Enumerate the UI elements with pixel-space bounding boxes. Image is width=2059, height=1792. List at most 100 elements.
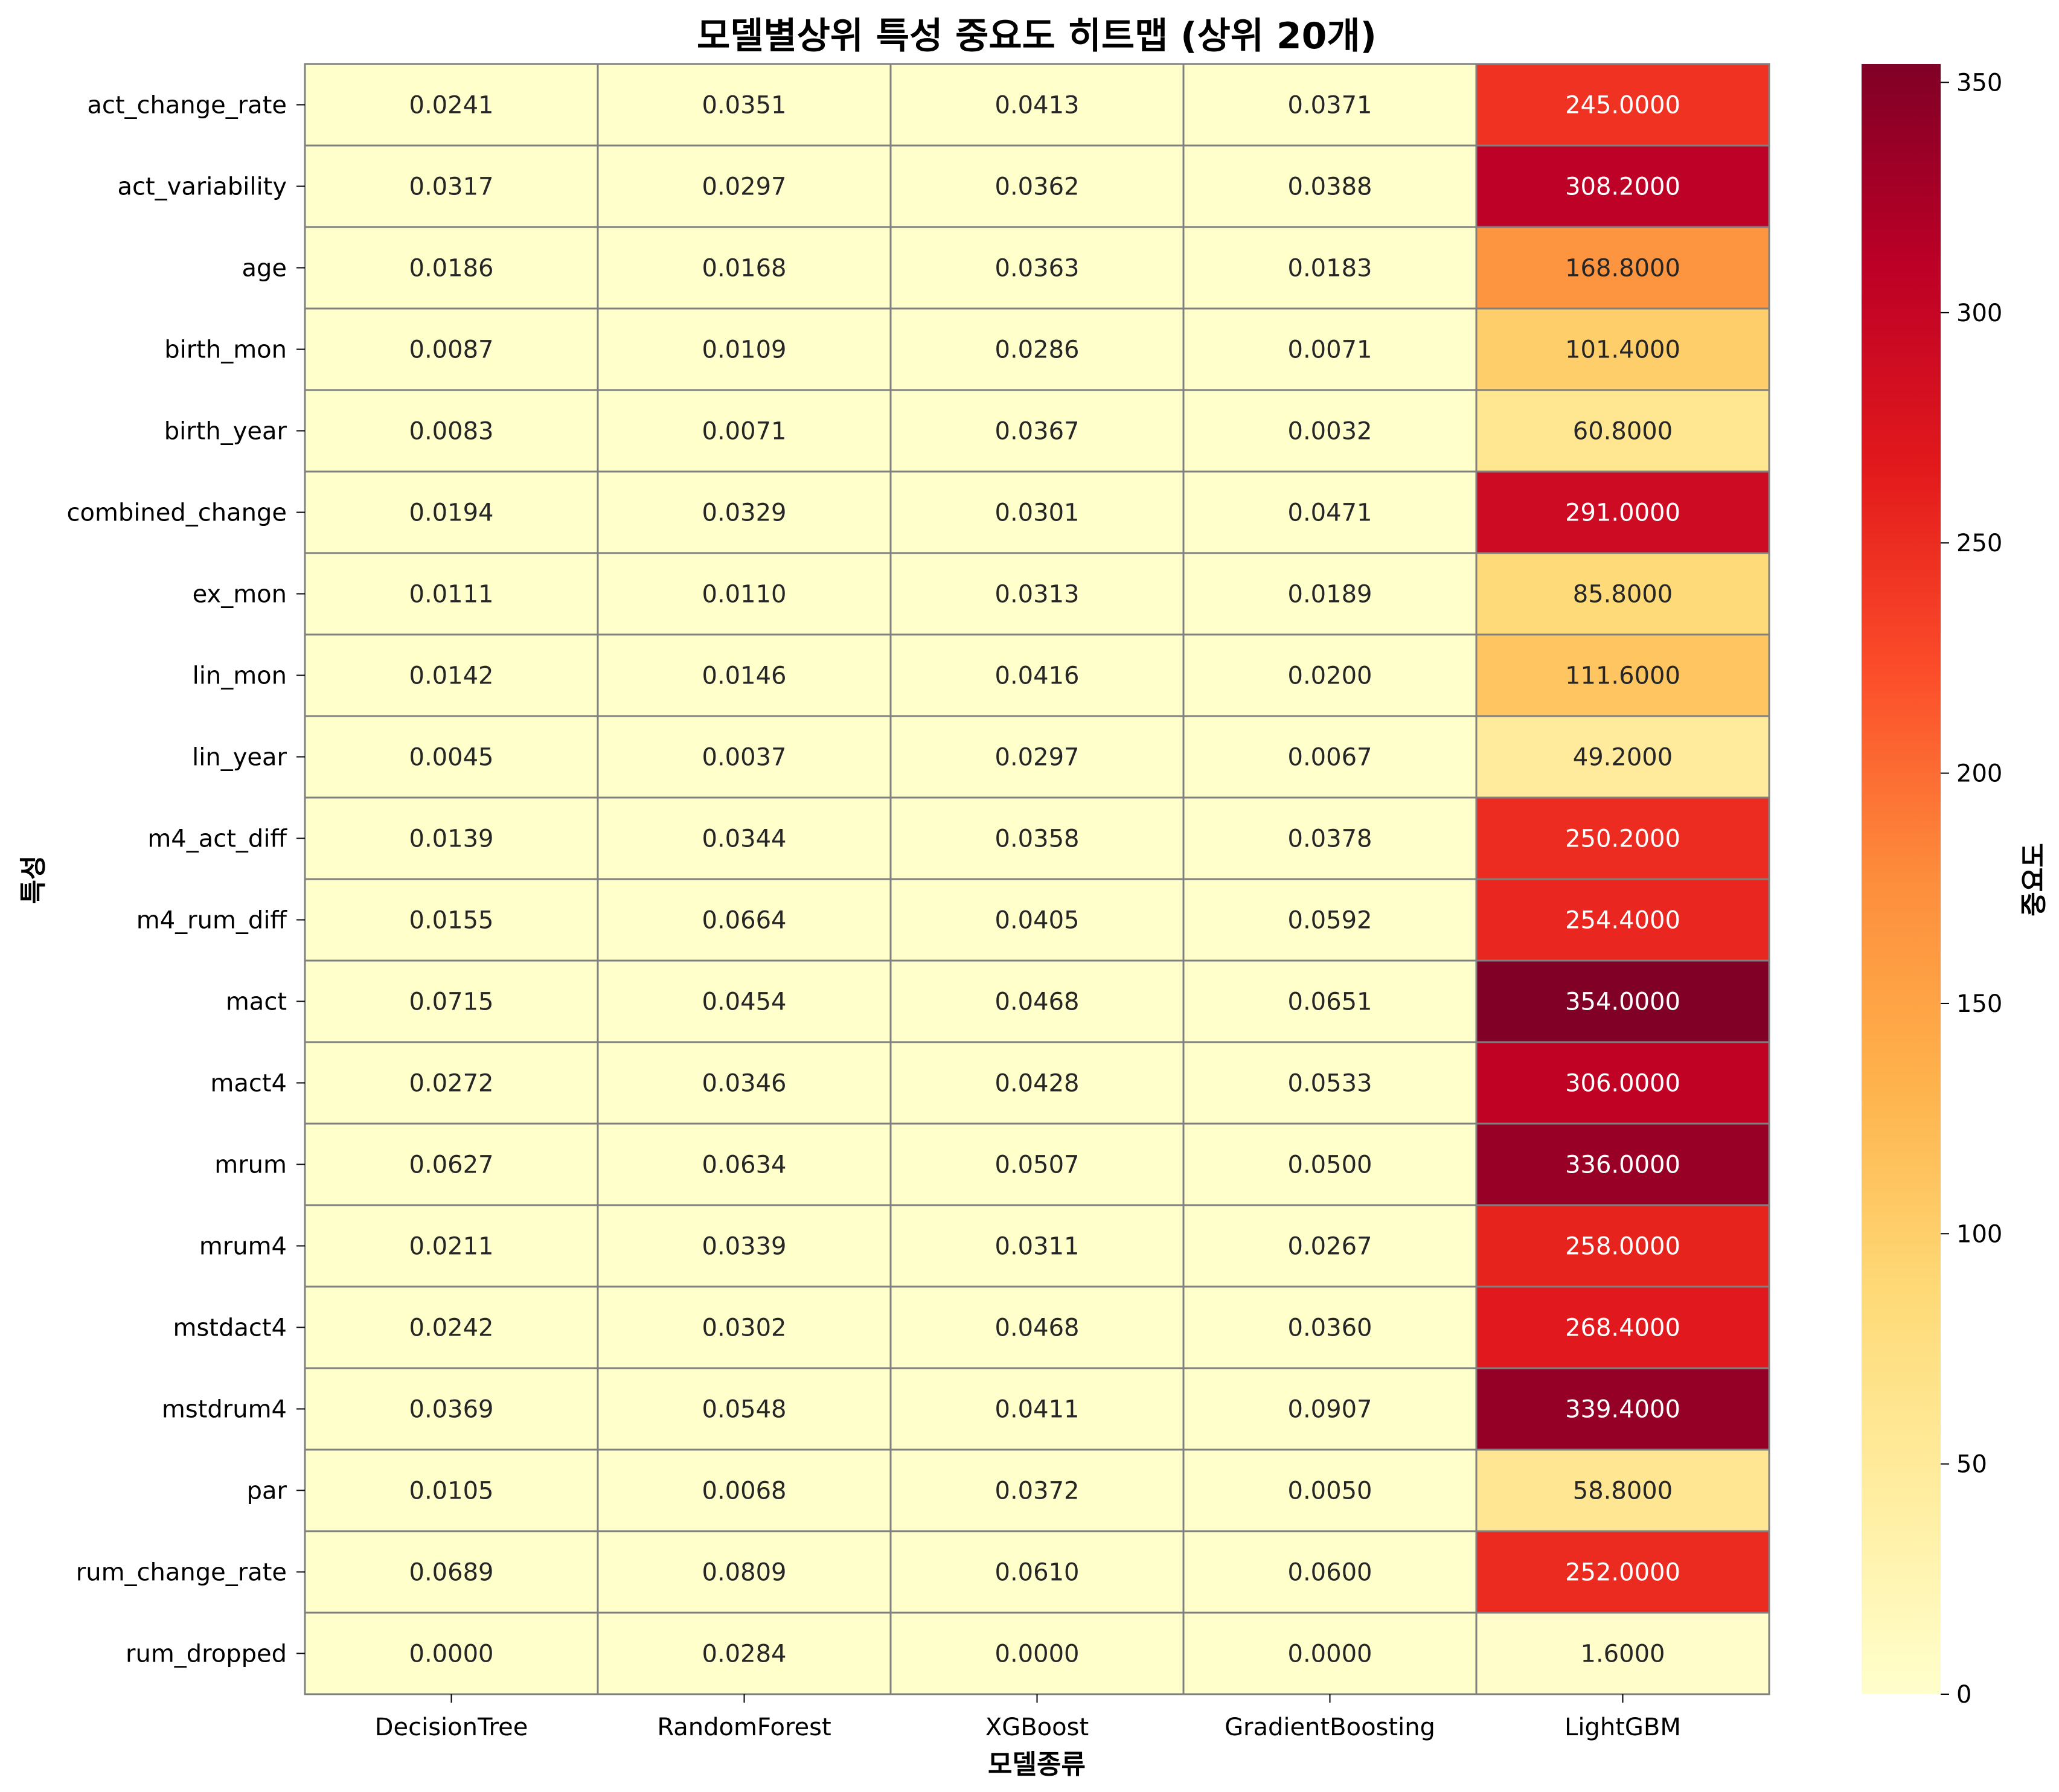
cell-value-label: 0.0045 (409, 744, 494, 772)
y-tick-label: mrum (214, 1151, 287, 1179)
cell-value-label: 0.0037 (702, 744, 787, 772)
heatmap-cell (597, 470, 892, 554)
colorbar-tick-label: 250 (1956, 530, 2002, 557)
y-tick-label: mact4 (210, 1070, 287, 1098)
heatmap-cell (304, 633, 599, 717)
cell-value-label: 58.8000 (1573, 1477, 1673, 1505)
heatmap-cell (304, 144, 599, 228)
heatmap-cell (1475, 1122, 1770, 1206)
cell-value-label: 0.0242 (409, 1314, 494, 1342)
heatmap-cell (304, 796, 599, 880)
cell-value-label: 0.0405 (995, 907, 1080, 935)
cell-value-label: 306.0000 (1565, 1070, 1680, 1098)
heatmap-cell (1182, 1448, 1478, 1532)
cell-value-label: 0.0183 (1288, 255, 1372, 283)
cell-value-label: 0.0500 (1288, 1151, 1372, 1179)
cell-value-label: 0.0142 (409, 662, 494, 690)
heatmap-cell (1475, 1041, 1770, 1125)
heatmap-cell (304, 1122, 599, 1206)
cell-value-label: 1.6000 (1581, 1640, 1665, 1668)
heatmap-cell (889, 1367, 1185, 1451)
cell-value-label: 0.0200 (1288, 662, 1372, 690)
heatmap-cell (597, 715, 892, 799)
colorbar-tick-label: 300 (1956, 299, 2002, 327)
cell-value-label: 0.0186 (409, 255, 494, 283)
x-tick-labels: DecisionTree RandomForest XGBoost GradientB… (375, 1694, 1681, 1741)
cell-value-label: 0.0241 (409, 92, 494, 120)
cell-value-label: 0.0189 (1288, 581, 1372, 609)
heatmap-cell (597, 1122, 892, 1206)
cell-value-label: 0.0339 (702, 1233, 787, 1261)
cell-value-label: 0.0358 (995, 825, 1080, 853)
cell-value-label: 0.0194 (409, 499, 494, 527)
cell-value-label: 0.0468 (995, 1314, 1080, 1342)
heatmap-cell (1475, 389, 1770, 473)
cell-value-label: 0.0651 (1288, 988, 1372, 1016)
cell-value-label: 0.0071 (702, 418, 787, 446)
cell-value-label: 0.0362 (995, 173, 1080, 201)
cell-value-label: 0.0071 (1288, 336, 1372, 364)
cell-value-label: 0.0083 (409, 418, 494, 446)
cell-value-label: 0.0286 (995, 336, 1080, 364)
cell-value-label: 0.0329 (702, 499, 787, 527)
cell-value-label: 0.0600 (1288, 1559, 1372, 1587)
cell-value-label: 0.0311 (995, 1233, 1080, 1261)
y-tick-label: lin_mon (193, 662, 287, 690)
cell-value-label: 0.0168 (702, 255, 787, 283)
cell-value-label: 0.0627 (409, 1151, 494, 1179)
cell-value-label: 0.0313 (995, 581, 1080, 609)
heatmap-cell (1475, 144, 1770, 228)
cell-value-label: 0.0111 (409, 581, 494, 609)
cell-value-label: 250.2000 (1565, 825, 1680, 853)
colorbar-tick-label: 350 (1956, 69, 2002, 97)
y-tick-label: m4_rum_diff (136, 907, 288, 935)
heatmap-cell (889, 878, 1185, 962)
cell-value-label: 85.8000 (1573, 581, 1673, 609)
heatmap-cell (889, 389, 1185, 473)
cell-value-label: 0.0109 (702, 336, 787, 364)
cell-value-label: 0.0715 (409, 988, 494, 1016)
heatmap-cell (1182, 796, 1478, 880)
colorbar-tick-label: 200 (1956, 760, 2002, 788)
y-axis-label: 특성 (18, 856, 49, 904)
cell-value-label: 0.0000 (995, 1640, 1080, 1668)
cell-value-label: 0.0272 (409, 1070, 494, 1098)
heatmap-cell (1475, 796, 1770, 880)
y-tick-label: mrum4 (199, 1233, 287, 1261)
cell-value-label: 168.8000 (1565, 255, 1680, 283)
heatmap-cell (1182, 307, 1478, 391)
cell-value-label: 0.0388 (1288, 173, 1372, 201)
heatmap-cell (889, 1285, 1185, 1369)
heatmap-cell (1475, 552, 1770, 636)
cell-value-label: 0.0416 (995, 662, 1080, 690)
colorbar-tick-label: 0 (1956, 1681, 1971, 1709)
cell-value-label: 0.0297 (995, 744, 1080, 772)
cell-value-label: 258.0000 (1565, 1233, 1680, 1261)
cell-value-label: 0.0363 (995, 255, 1080, 283)
cell-value-label: 0.0068 (702, 1477, 787, 1505)
y-tick-label: act_change_rate (87, 92, 287, 120)
heatmap-cell (889, 470, 1185, 554)
cell-value-label: 0.0378 (1288, 825, 1372, 853)
cell-value-label: 0.0000 (409, 1640, 494, 1668)
cell-value-label: 0.0371 (1288, 92, 1372, 120)
heatmap-cell (1182, 1530, 1478, 1614)
y-tick-label: ex_mon (193, 581, 287, 609)
cell-value-label: 0.0297 (702, 173, 787, 201)
heatmap-cell (304, 878, 599, 962)
heatmap-cell (1182, 1367, 1478, 1451)
heatmap-cell (1475, 878, 1770, 962)
cell-value-label: 0.0050 (1288, 1477, 1372, 1505)
y-tick-label: birth_mon (164, 336, 287, 364)
y-tick-label: m4_act_diff (147, 825, 287, 853)
heatmap-cell (597, 63, 892, 147)
heatmap-cell (1475, 307, 1770, 391)
cell-value-label: 0.0105 (409, 1477, 494, 1505)
heatmap-cell (1475, 715, 1770, 799)
cell-value-label: 0.0139 (409, 825, 494, 853)
heatmap-cell (597, 389, 892, 473)
colorbar-tick-label: 150 (1956, 990, 2002, 1018)
y-tick-label: par (247, 1477, 287, 1505)
cell-value-label: 101.4000 (1565, 336, 1680, 364)
